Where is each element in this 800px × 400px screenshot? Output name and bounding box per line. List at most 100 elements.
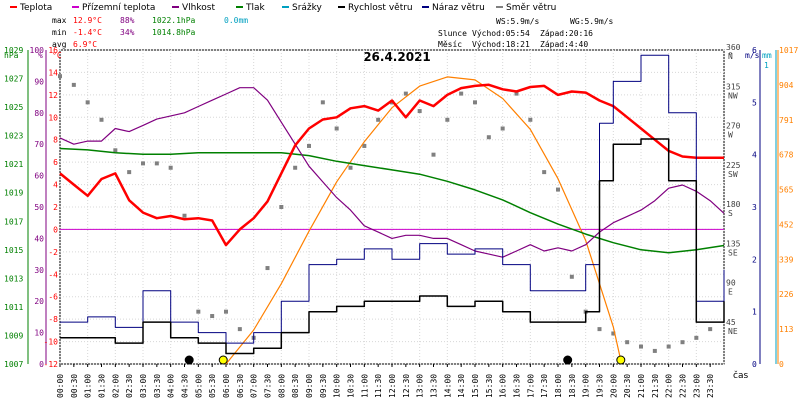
direction-tick-label: 135	[726, 239, 741, 248]
x-tick-label: 14:00	[443, 374, 452, 398]
wind-speed-line	[60, 138, 725, 355]
hpa-tick-label: 1013	[4, 274, 23, 283]
wind-direction-point	[500, 126, 505, 131]
direction-compass-label: SW	[728, 170, 738, 179]
percent-tick-label: 60	[34, 172, 44, 181]
x-tick-label: 05:00	[194, 374, 203, 398]
info-sunset: Západ:20:16	[540, 29, 593, 38]
radiation-tick-label: 565	[779, 186, 794, 195]
hpa-tick-label: 1007	[4, 360, 23, 369]
x-tick-label: 03:00	[139, 374, 148, 398]
wind-direction-point	[403, 91, 408, 96]
x-tick-label: 21:00	[637, 374, 646, 398]
info-sunrise: Východ:05:54	[472, 29, 530, 38]
celsius-tick-label: 10	[48, 113, 58, 122]
radiation-tick-label: 339	[779, 255, 794, 264]
x-tick-label: 20:30	[623, 374, 632, 398]
wind-tick-label: 1	[752, 308, 757, 317]
wind-direction-point	[237, 327, 242, 332]
stats-label: avg	[52, 40, 67, 49]
x-tick-label: 22:30	[679, 374, 688, 398]
legend-label: Srážky	[292, 3, 323, 13]
x-tick-label: 04:30	[181, 374, 190, 398]
wind-direction-point	[279, 205, 284, 209]
wind-direction-point	[334, 126, 339, 131]
direction-compass-label: W	[728, 131, 733, 140]
x-tick-label: 09:30	[319, 374, 328, 398]
direction-compass-label: NE	[728, 327, 738, 336]
x-tick-label: 18:30	[568, 374, 577, 398]
x-tick-label: 08:00	[277, 374, 286, 398]
percent-tick-label: 100	[30, 46, 45, 55]
direction-compass-label: NW	[728, 91, 738, 100]
celsius-tick-label: -6	[48, 293, 58, 302]
direction-compass-label: SE	[728, 248, 738, 257]
x-tick-label: 17:30	[540, 374, 549, 398]
stats-humidity: 88%	[120, 16, 135, 25]
wind-tick-label: 2	[752, 255, 757, 264]
stats-pressure: 1022.1hPa	[152, 16, 196, 25]
x-tick-label: 19:30	[596, 374, 605, 398]
wind-direction-point	[611, 331, 616, 336]
x-tick-label: 11:30	[374, 374, 383, 398]
pressure-line	[59, 147, 725, 254]
wind-direction-point	[224, 309, 228, 314]
info-ws: WS:5.9m/s	[496, 17, 540, 26]
info-moonrise: Východ:18:21	[472, 40, 530, 49]
x-tick-label: 21:30	[651, 374, 660, 398]
percent-tick-label: 0	[39, 360, 44, 369]
wind-tick-label: 4	[752, 151, 757, 160]
celsius-tick-label: 8	[53, 136, 58, 145]
wind-direction-point	[597, 327, 602, 332]
wind-direction-point	[376, 117, 381, 122]
x-tick-label: 18:00	[554, 374, 563, 398]
wind-tick-label: 6	[752, 46, 757, 55]
hpa-tick-label: 1009	[4, 331, 23, 340]
x-tick-label: 13:00	[416, 374, 425, 398]
stats-temp: 12.9°C	[73, 16, 102, 25]
wind-direction-point	[569, 274, 574, 279]
hpa-tick-label: 1027	[4, 75, 23, 84]
wind-direction-point	[473, 100, 477, 105]
wind-direction-point	[182, 213, 187, 218]
wind-direction-point	[652, 348, 657, 353]
celsius-tick-label: 4	[53, 181, 58, 190]
percent-tick-label: 50	[34, 203, 44, 212]
radiation-tick-label: 452	[779, 220, 794, 229]
x-axis-title: čas	[733, 370, 748, 381]
direction-compass-label: N	[728, 52, 733, 61]
direction-tick-label: 90	[726, 279, 736, 288]
wind-direction-point	[542, 170, 547, 175]
radiation-tick-label: 678	[779, 151, 794, 160]
wind-direction-point	[528, 117, 533, 122]
info-moon-label: Měsíc	[438, 40, 462, 49]
x-tick-label: 12:00	[388, 374, 397, 398]
x-tick-label: 10:30	[347, 374, 356, 398]
wind-direction-point	[71, 82, 76, 87]
direction-tick-label: 180	[726, 200, 741, 209]
x-tick-label: 20:00	[609, 374, 618, 398]
celsius-tick-label: 12	[48, 91, 58, 100]
hpa-tick-label: 1025	[4, 103, 23, 112]
wind-direction-point	[141, 161, 145, 166]
direction-tick-label: 270	[726, 122, 741, 131]
legend-label: Tlak	[245, 3, 266, 13]
wind-tick-label: 3	[752, 203, 757, 212]
percent-tick-label: 10	[34, 329, 44, 338]
wind-direction-point	[417, 109, 422, 114]
celsius-tick-label: -8	[48, 315, 58, 324]
direction-compass-label: E	[728, 288, 733, 297]
percent-tick-label: 40	[34, 234, 44, 243]
radiation-tick-label: 113	[779, 325, 794, 334]
direction-compass-label: S	[728, 209, 733, 218]
sunset-marker	[616, 355, 626, 365]
hpa-tick-label: 1029	[4, 46, 23, 55]
celsius-tick-label: 0	[53, 225, 58, 234]
legend-label: Náraz větru	[432, 3, 485, 13]
radiation-line	[225, 76, 623, 365]
x-tick-label: 08:30	[291, 374, 300, 398]
wind-tick-label: 5	[752, 98, 757, 107]
x-tick-label: 02:00	[111, 374, 120, 398]
